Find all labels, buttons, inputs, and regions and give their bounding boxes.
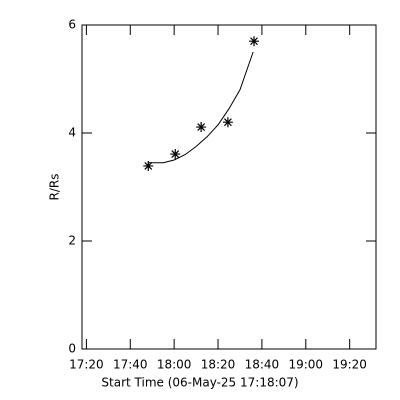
x-tick-label: 18:00 xyxy=(157,358,192,372)
x-tick-label: 19:20 xyxy=(332,358,367,372)
y-tick-label: 2 xyxy=(68,234,76,248)
x-tick-label: 18:40 xyxy=(245,358,280,372)
y-axis-label: R/Rs xyxy=(48,174,62,201)
data-point xyxy=(249,36,260,47)
x-tick-label: 17:40 xyxy=(113,358,148,372)
x-tick-label: 18:20 xyxy=(201,358,236,372)
data-point xyxy=(196,122,207,133)
data-point xyxy=(222,117,233,128)
x-axis-label: Start Time (06-May-25 17:18:07) xyxy=(101,376,298,390)
plot-frame xyxy=(81,24,377,350)
data-point xyxy=(170,149,181,160)
x-tick-label: 17:20 xyxy=(69,358,104,372)
x-tick-label: 19:00 xyxy=(288,358,323,372)
fit-line xyxy=(147,51,254,164)
y-tick-label: 4 xyxy=(68,126,76,140)
y-tick-label: 6 xyxy=(68,18,76,32)
data-point xyxy=(143,160,154,171)
y-tick-label: 0 xyxy=(68,342,76,356)
